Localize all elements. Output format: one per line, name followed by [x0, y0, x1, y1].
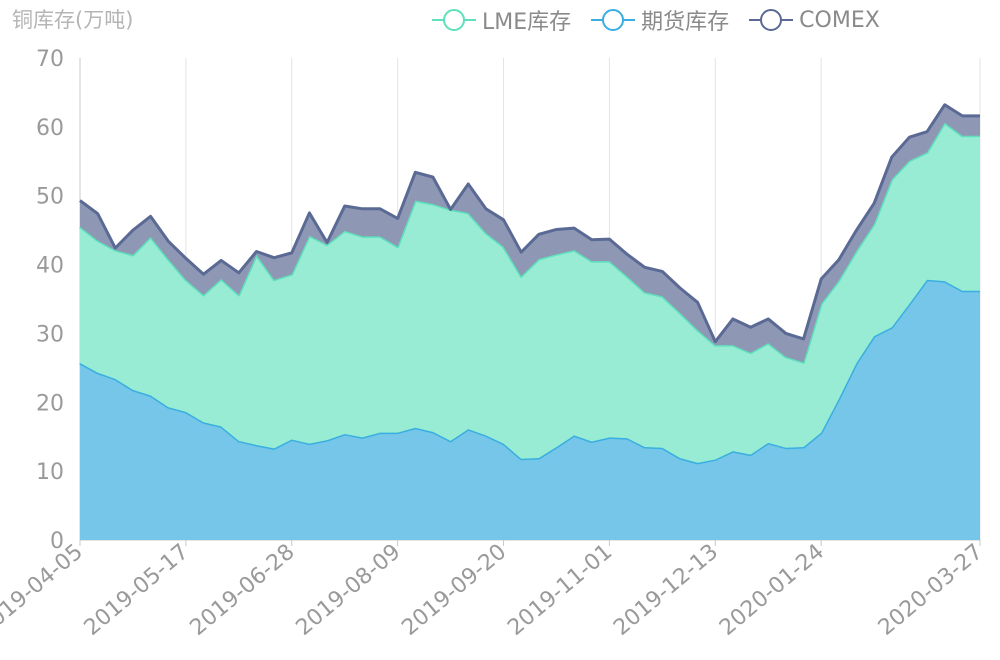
legend-item-futures[interactable]: 期货库存 [591, 4, 729, 36]
x-tick-label: 2019-12-13 [609, 539, 723, 640]
legend-marker-comex [749, 9, 794, 31]
x-tick-label: 2019-08-09 [291, 539, 405, 640]
y-tick-label: 30 [36, 322, 64, 347]
legend-label-futures: 期货库存 [641, 10, 730, 35]
chart-legend: LME库存 期货库存 COMEX [432, 4, 880, 36]
y-tick-label: 60 [36, 116, 64, 141]
x-tick-label: 2019-04-05 [0, 539, 88, 640]
y-tick-label: 70 [36, 47, 64, 72]
x-tick-label: 2020-01-24 [715, 539, 829, 640]
x-tick-label: 2020-03-27 [874, 539, 988, 640]
legend-marker-futures [591, 9, 636, 31]
y-tick-label: 10 [36, 460, 64, 485]
y-axis-title: 铜库存(万吨) [12, 8, 134, 32]
x-tick-label: 2019-05-17 [80, 539, 194, 640]
x-tick-label: 2019-09-20 [397, 539, 511, 640]
legend-label-comex: COMEX [799, 7, 880, 33]
legend-marker-lme [432, 9, 476, 31]
x-tick-label: 2019-11-01 [503, 539, 617, 640]
line-comex [79, 103, 980, 344]
x-tick-label: 2019-06-28 [186, 539, 300, 640]
legend-label-lme: LME库存 [482, 10, 572, 35]
area-futures [80, 279, 980, 540]
y-tick-label: 40 [36, 254, 64, 279]
y-tick-label: 0 [50, 529, 64, 554]
area-lme [80, 122, 980, 463]
y-tick-label: 50 [36, 185, 64, 210]
legend-item-lme[interactable]: LME库存 [432, 4, 571, 36]
y-tick-label: 20 [36, 391, 64, 416]
legend-item-comex[interactable]: COMEX [749, 5, 880, 35]
